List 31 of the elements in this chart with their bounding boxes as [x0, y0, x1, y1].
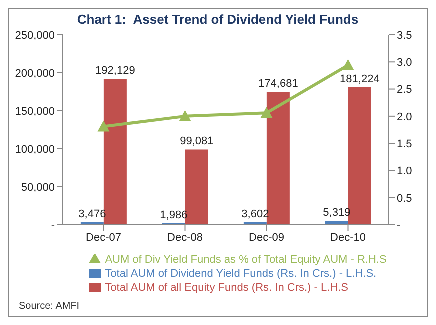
chart-title: Chart 1: Asset Trend of Dividend Yield Funds: [76, 12, 360, 27]
y-tick-label: 150,000: [15, 106, 55, 118]
y2-tick-label: 1.0: [397, 166, 412, 178]
point: [98, 120, 110, 132]
x-tick-label: Dec-08: [168, 232, 203, 244]
point: [342, 59, 354, 70]
x-tick-label: Dec-07: [86, 232, 122, 244]
point: [260, 107, 273, 118]
data-label: 181,224: [340, 73, 380, 86]
legend-label: Total AUM of all Equity Funds (Rs. In Crs.) - L.H.S: [105, 282, 348, 294]
y2-tick-label: 3.0: [397, 57, 412, 70]
source-note: Source: AMFI: [19, 301, 80, 312]
x-tick-label: Dec-09: [249, 232, 284, 244]
y-tick-label: 250,000: [15, 30, 55, 42]
data-label: 99,081: [180, 136, 214, 148]
x-tick-label: Dec-10: [330, 232, 366, 244]
y2-tick-label: 2.0: [397, 111, 412, 124]
y2-tick-label: 0.5: [397, 192, 412, 205]
y2-tick-label: 3.5: [397, 30, 412, 42]
y2-tick-label: 2.5: [397, 84, 412, 96]
data-label: 174,681: [258, 78, 298, 90]
y-tick-label: 200,000: [15, 68, 55, 80]
legend-label: Total AUM of Dividend Yield Funds (Rs. In Crs.) - L.H.S.: [105, 268, 377, 280]
legend-label: AUM of Div Yield Funds as % of Total Equity AUM - R.H.S: [105, 254, 387, 266]
y2-tick-label: 1.5: [397, 138, 412, 150]
y-tick-label: 100,000: [15, 144, 55, 156]
y-tick-label: 50,000: [21, 182, 55, 194]
point: [179, 110, 192, 122]
data-label: 192,129: [96, 64, 136, 77]
y2-tick-label: -: [397, 220, 401, 232]
y-tick-label: -: [51, 220, 56, 232]
